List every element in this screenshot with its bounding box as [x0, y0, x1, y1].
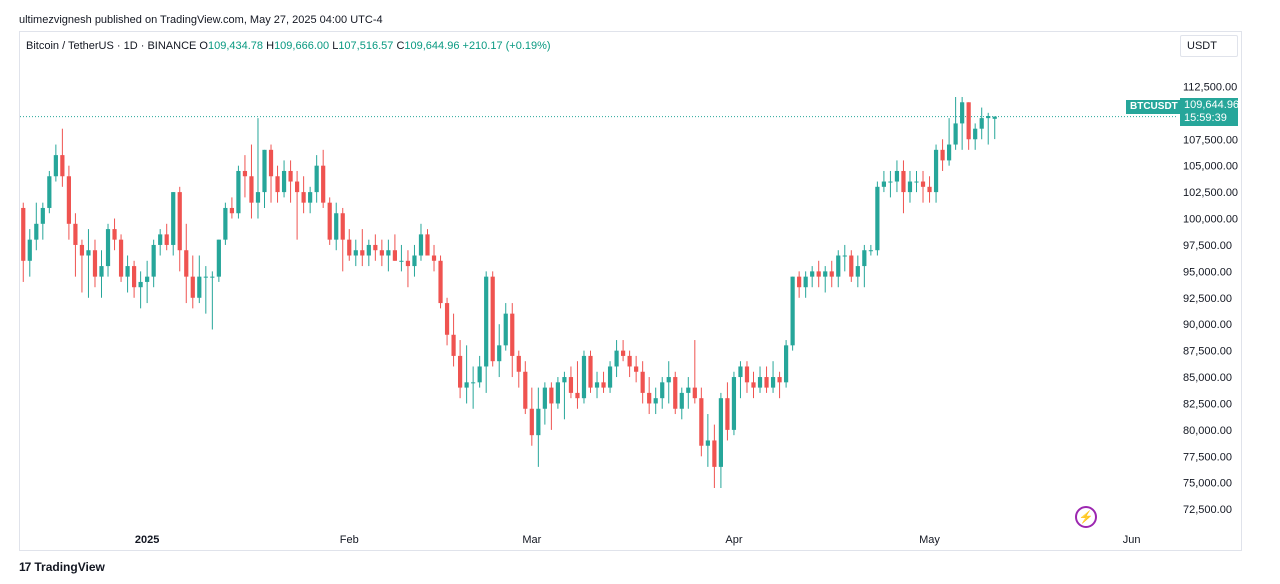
last-price-countdown: 15:59:39	[1184, 112, 1227, 124]
tradingview-brand: TradingView	[34, 560, 105, 574]
chart-frame[interactable]	[19, 31, 1242, 551]
legend-symbol[interactable]: Bitcoin / TetherUS · 1D · BINANCE	[26, 40, 197, 52]
legend-high-label: H	[266, 40, 275, 52]
legend-open-label: O	[199, 40, 208, 52]
legend-high-value: 109,666.00	[274, 40, 330, 52]
legend-low-value: 107,516.57	[338, 40, 394, 52]
currency-selector[interactable]: USDT	[1180, 35, 1238, 57]
tradingview-mark-icon: 17	[19, 560, 31, 574]
last-price-value: 109,644.96	[1184, 99, 1240, 111]
legend-close-value: 109,644.96	[404, 40, 460, 52]
legend-open-value: 109,434.78	[207, 40, 264, 52]
last-price-ticker: BTCUSDT	[1126, 100, 1182, 114]
legend-close-label: C	[396, 40, 405, 52]
publisher-line: ultimezvignesh published on TradingView.…	[19, 14, 383, 26]
tradingview-logo[interactable]: 17 TradingView	[19, 560, 105, 574]
ohlc-legend: Bitcoin / TetherUS · 1D · BINANCE O109,4…	[26, 40, 551, 52]
last-price-label: 109,644.96 15:59:39	[1180, 98, 1240, 126]
legend-low-label: L	[332, 40, 339, 52]
legend-change: +210.17 (+0.19%)	[462, 40, 551, 52]
lightning-icon[interactable]: ⚡	[1075, 506, 1097, 528]
